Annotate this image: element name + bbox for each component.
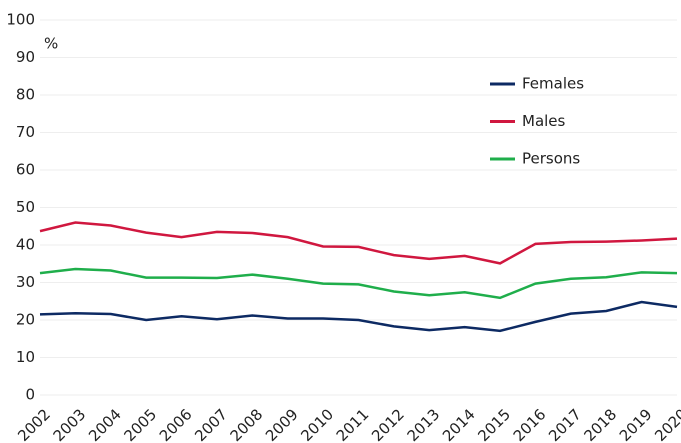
x-tick-label: 2010 [297, 405, 337, 443]
y-tick-label: 100 [6, 11, 35, 29]
x-tick-label: 2020 [651, 405, 681, 443]
y-tick-label: 90 [16, 48, 35, 66]
x-tick-label: 2011 [333, 405, 373, 443]
x-tick-label: 2008 [227, 405, 267, 443]
series-line [39, 267, 678, 300]
series-line [39, 221, 678, 265]
x-tick-label: 2013 [404, 405, 444, 443]
y-tick-label: 80 [16, 86, 35, 104]
x-tick-label: 2018 [581, 405, 621, 443]
x-tick-label: 2012 [368, 405, 408, 443]
x-tick-label: 2016 [510, 405, 550, 443]
x-tick-label: 2004 [85, 405, 125, 443]
y-tick-label: 10 [16, 348, 35, 366]
y-tick-label: 40 [16, 236, 35, 254]
x-tick-label: 2007 [191, 405, 231, 443]
x-tick-label: 2002 [14, 405, 54, 443]
x-tick-label: 2006 [156, 405, 196, 443]
legend-label: Persons [522, 150, 580, 168]
y-tick-label: 0 [25, 386, 35, 404]
y-tick-label: 30 [16, 273, 35, 291]
y-tick-label: 60 [16, 161, 35, 179]
x-tick-label: 2003 [50, 405, 90, 443]
x-tick-label: 2005 [120, 405, 160, 443]
x-tick-label: 2009 [262, 405, 302, 443]
series-line [39, 300, 678, 333]
x-tick-label: 2015 [474, 405, 514, 443]
y-tick-label: 50 [16, 198, 35, 216]
y-tick-label: 20 [16, 311, 35, 329]
legend-label: Males [522, 112, 566, 130]
legend-label: Females [522, 75, 584, 93]
y-unit: % [44, 35, 58, 53]
x-tick-label: 2014 [439, 405, 479, 443]
x-tick-label: 2019 [616, 405, 656, 443]
y-tick-label: 70 [16, 123, 35, 141]
x-tick-label: 2017 [545, 405, 585, 443]
